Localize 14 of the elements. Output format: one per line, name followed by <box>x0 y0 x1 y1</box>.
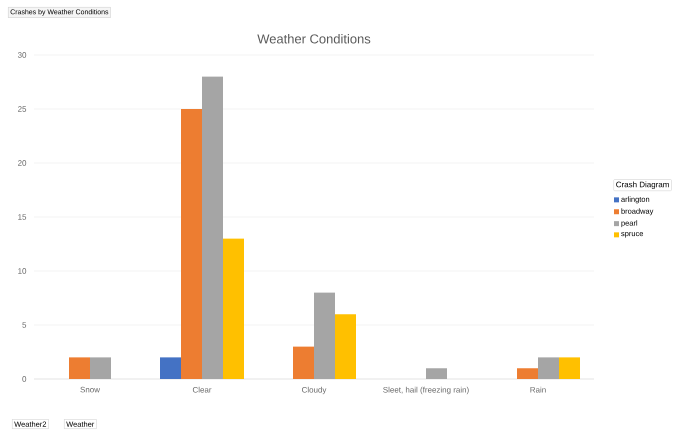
bar <box>335 314 356 379</box>
bar <box>90 357 111 379</box>
bar <box>559 357 580 379</box>
bar <box>517 368 538 379</box>
bar <box>314 292 335 379</box>
bar <box>223 238 244 379</box>
bar <box>426 368 448 379</box>
bar <box>538 357 560 379</box>
bar <box>202 76 223 379</box>
bar <box>293 346 314 379</box>
chart-title: Weather Conditions <box>257 34 370 44</box>
bar <box>69 357 90 379</box>
bar <box>160 357 181 379</box>
bar <box>181 108 202 379</box>
